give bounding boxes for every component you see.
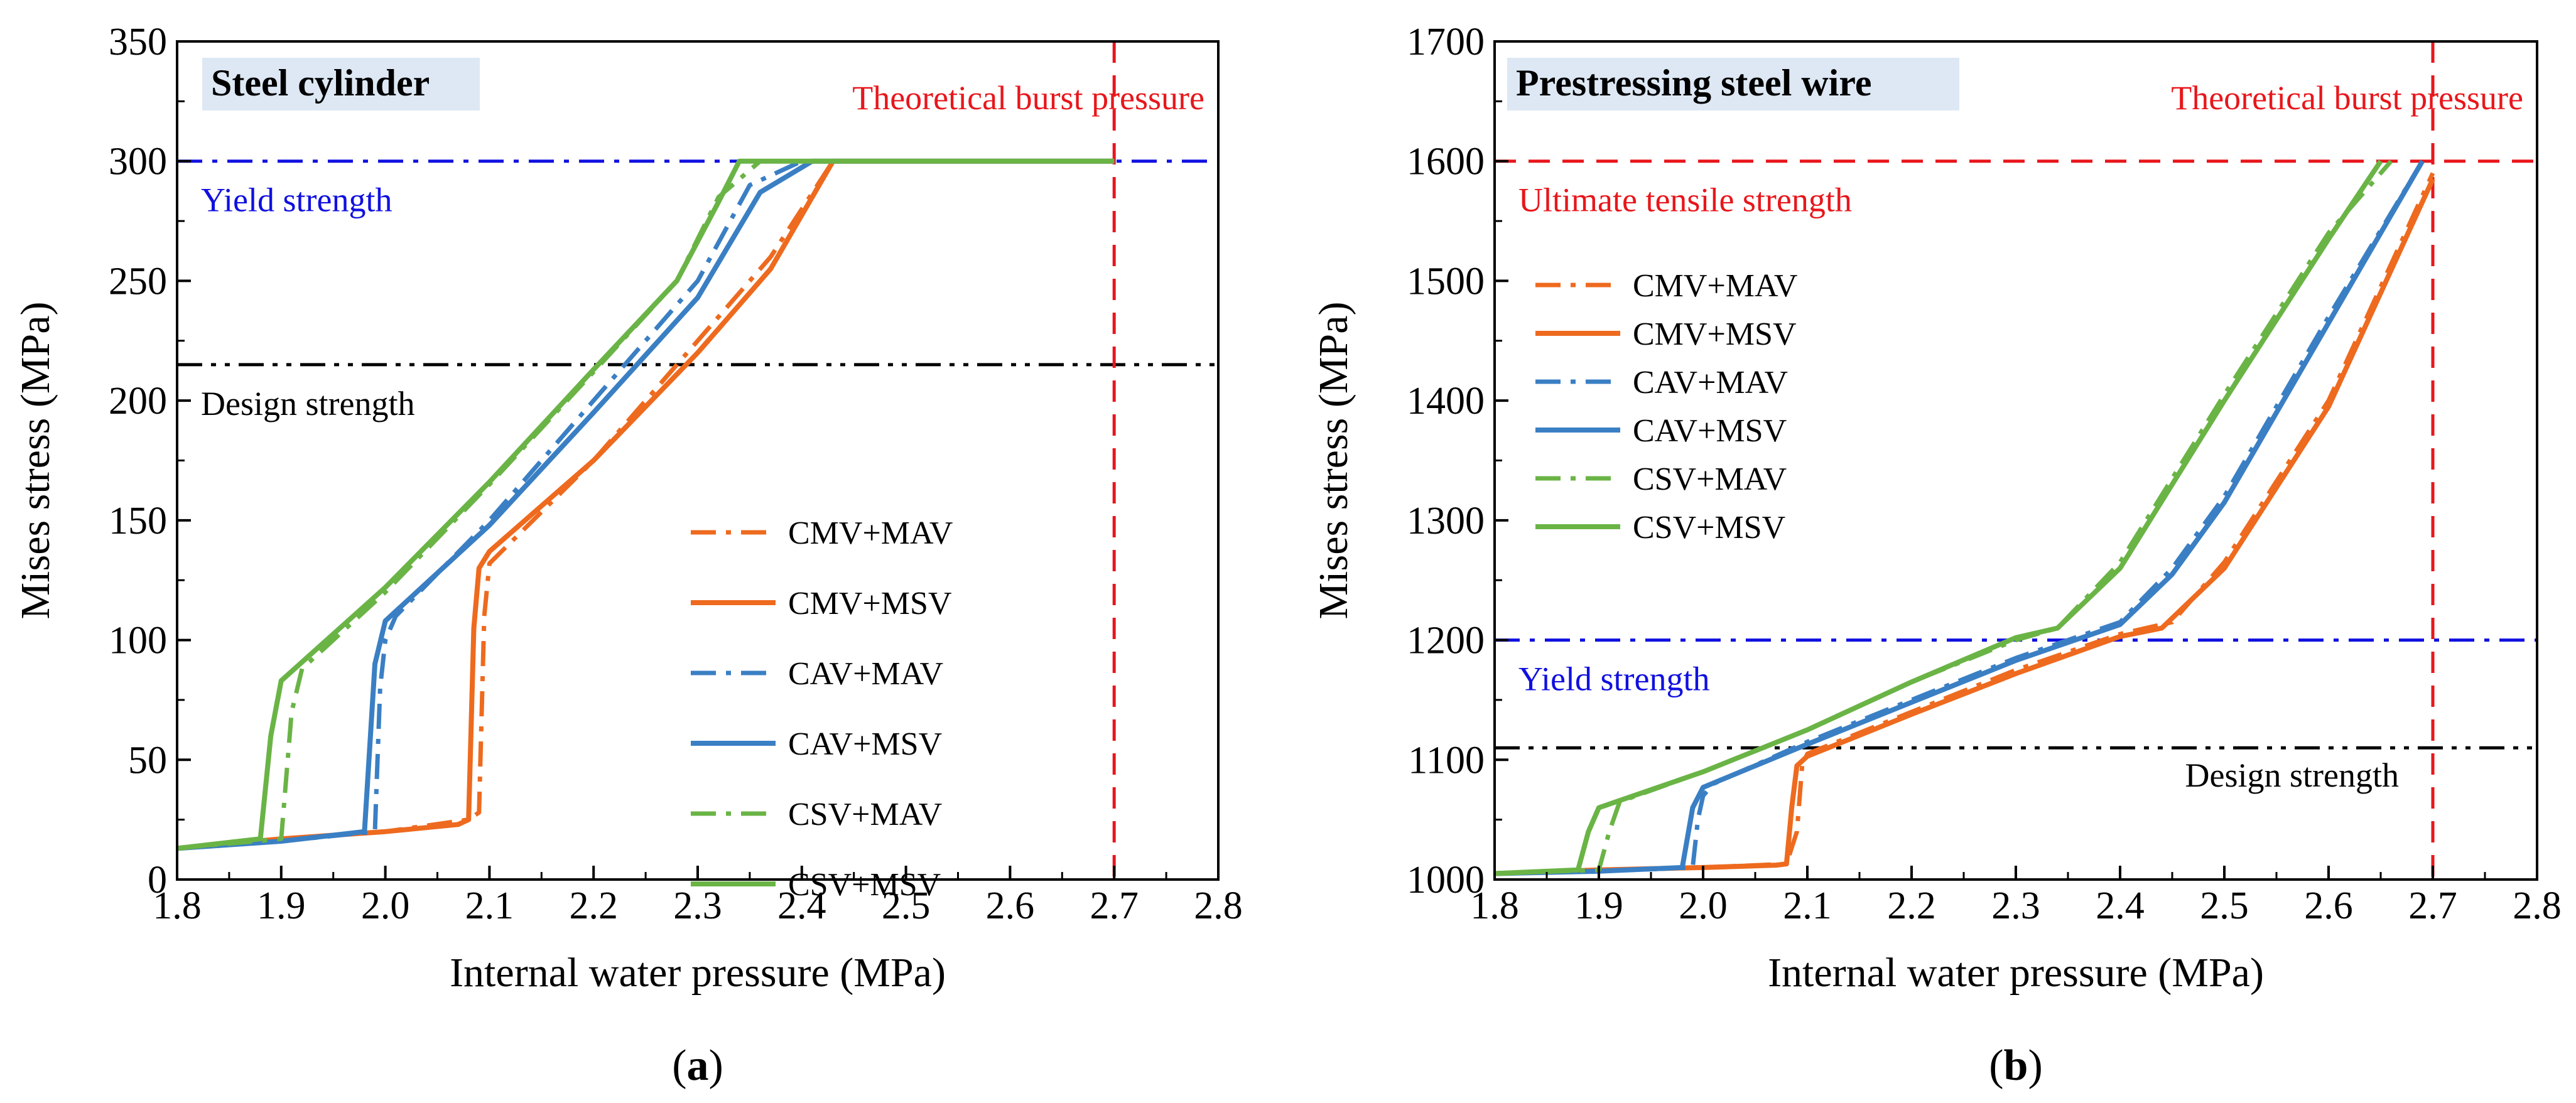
reference-line-label: Yield strength (1518, 660, 1709, 698)
legend-label: CMV+MSV (1633, 316, 1797, 352)
legend-label: CMV+MAV (1633, 268, 1797, 304)
legend-label: CSV+MAV (788, 797, 942, 832)
y-tick-label: 1400 (1407, 380, 1485, 422)
panel-b-axis-ticks: 1.8 1.9 2.0 2.1 2.2 2.3 2.4 2.5 2.6 2.7 2.8 1000 110… (1407, 21, 2562, 927)
panel-b-y-axis-label: Mises stress (MPa) (1311, 302, 1356, 620)
panel-a-x-axis-label: Internal water pressure (MPa) (450, 950, 946, 996)
panel-a-axis-ticks: 1.8 1.9 2.0 2.1 2.2 2.3 2.4 2.5 2.6 2.7 2.8 0 50 100 1… (109, 21, 1243, 927)
panel-b-chart: 1.8 1.9 2.0 2.1 2.2 2.3 2.4 2.5 2.6 2.7 2.8 1000 110… (1311, 21, 2562, 1090)
series-line (1494, 178, 2435, 876)
panel-b-plot-frame (1493, 40, 2538, 881)
x-tick-label: 2.0 (361, 885, 410, 927)
x-tick-label: 2.7 (2408, 885, 2457, 927)
series-line (176, 158, 1115, 851)
x-tick-label: 1.9 (1574, 885, 1623, 927)
y-tick-label: 1700 (1407, 21, 1485, 63)
series-line (176, 159, 1115, 851)
legend-label: CSV+MSV (788, 867, 941, 903)
y-tick-label: 0 (148, 859, 167, 901)
x-tick-label: 2.6 (986, 885, 1035, 927)
x-tick-label: 1.8 (1470, 885, 1519, 927)
series-line (176, 158, 1115, 851)
legend-label: CMV+MAV (788, 515, 953, 551)
panel-a-chart: 1.8 1.9 2.0 2.1 2.2 2.3 2.4 2.5 2.6 2.7 2.8 0 50 100 1… (13, 21, 1243, 1090)
x-tick-label: 2.3 (1991, 885, 2040, 927)
y-tick-label: 1100 (1408, 739, 1485, 782)
x-tick-label: 2.2 (1887, 885, 1936, 927)
y-tick-label: 350 (109, 21, 167, 63)
y-tick-label: 1300 (1407, 500, 1485, 542)
panel-a-label: (a) (672, 1041, 723, 1090)
x-tick-label: 2.4 (777, 885, 826, 927)
series-line (176, 159, 1115, 851)
y-tick-label: 300 (109, 141, 167, 183)
panel-a-y-axis-label: Mises stress (MPa) (13, 302, 58, 620)
x-tick-label: 2.8 (2513, 885, 2562, 927)
y-tick-label: 50 (128, 739, 167, 782)
x-tick-label: 2.1 (1783, 885, 1832, 927)
y-tick-label: 100 (109, 620, 167, 662)
y-tick-label: 1000 (1407, 859, 1485, 901)
panel-a-letter: a (687, 1041, 709, 1090)
legend-label: CMV+MSV (788, 586, 952, 621)
y-tick-label: 1500 (1407, 260, 1485, 303)
x-tick-label: 2.5 (2200, 885, 2249, 927)
panel-b-legend: CMV+MAV CMV+MSV CAV+MAV CAV+MSV CSV+MAV CSV+M… (1535, 268, 1797, 546)
series-line (176, 159, 1115, 851)
reference-line-label: Design strength (2185, 756, 2399, 794)
series-line (1494, 159, 2383, 876)
series-line (1494, 159, 2425, 876)
legend-label: CSV+MSV (1633, 510, 1785, 546)
x-tick-label: 2.5 (882, 885, 931, 927)
legend-label: CAV+MSV (788, 726, 942, 762)
panel-b-title: Prestressing steel wire (1516, 62, 1872, 104)
panel-b-series-group (1494, 159, 2435, 876)
legend-label: CAV+MSV (1633, 413, 1787, 449)
reference-line-label: Design strength (201, 385, 414, 422)
panel-b-letter: b (2004, 1041, 2028, 1090)
panel-a-series-group (176, 158, 1115, 851)
panel-b-reference-labels: Ultimate tensile strength Yield strength D… (1518, 79, 2523, 794)
x-tick-label: 1.8 (153, 885, 202, 927)
y-tick-label: 1600 (1407, 141, 1485, 183)
panel-a-plot-frame (176, 40, 1220, 881)
reference-line-label: Theoretical burst pressure (2171, 79, 2523, 117)
legend-label: CAV+MAV (1633, 365, 1788, 401)
panel-b-reference-lines (1495, 41, 2537, 880)
reference-line-label: Yield strength (201, 181, 392, 219)
x-tick-label: 2.2 (569, 885, 618, 927)
reference-line-label: Theoretical burst pressure (852, 79, 1204, 117)
panel-a-reference-lines (177, 41, 1218, 880)
panel-a-title-box (202, 58, 480, 110)
x-tick-label: 2.4 (2096, 885, 2145, 927)
x-tick-label: 2.7 (1090, 885, 1139, 927)
x-tick-label: 2.6 (2304, 885, 2353, 927)
legend-label: CSV+MAV (1633, 461, 1787, 497)
panel-b-title-box (1507, 58, 1959, 110)
x-tick-label: 1.9 (257, 885, 306, 927)
x-tick-label: 2.0 (1679, 885, 1728, 927)
series-line (1494, 159, 2425, 876)
panel-a-legend: CMV+MAV CMV+MSV CAV+MAV CAV+MSV CSV+MAV CSV+M… (691, 515, 953, 903)
y-tick-label: 200 (109, 380, 167, 422)
series-line (176, 158, 1115, 851)
y-tick-label: 150 (109, 500, 167, 542)
x-tick-label: 2.1 (465, 885, 514, 927)
panel-b-label: (b) (1989, 1041, 2043, 1090)
legend-label: CAV+MAV (788, 656, 943, 692)
reference-line-label: Ultimate tensile strength (1518, 181, 1852, 219)
y-tick-label: 250 (109, 260, 167, 303)
panel-a-title: Steel cylinder (211, 62, 430, 104)
panel-b-x-axis-label: Internal water pressure (MPa) (1768, 950, 2264, 996)
x-tick-label: 2.8 (1194, 885, 1243, 927)
x-tick-label: 2.3 (673, 885, 722, 927)
panel-a-reference-labels: Yield strength Design strength Theoretical… (201, 79, 1204, 422)
y-tick-label: 1200 (1407, 620, 1485, 662)
